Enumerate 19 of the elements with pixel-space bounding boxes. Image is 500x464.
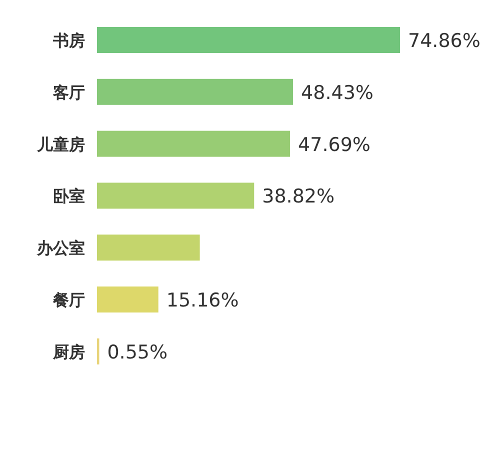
data-label: 38.82% <box>262 186 335 208</box>
data-label: 15.16% <box>166 290 239 312</box>
data-label: 0.55% <box>107 341 168 364</box>
bar <box>97 234 200 261</box>
data-label: 47.69% <box>298 134 370 156</box>
bar <box>97 27 400 53</box>
y-tick-label: 厨房 <box>52 342 85 362</box>
y-tick-label: 客厅 <box>52 82 85 102</box>
bar <box>97 182 254 209</box>
bar <box>97 78 294 105</box>
bar <box>97 130 290 157</box>
y-tick-label: 书房 <box>52 31 85 50</box>
bar <box>97 286 158 312</box>
y-tick-label: 卧室 <box>53 186 85 206</box>
y-tick-label: 办公室 <box>36 238 85 258</box>
data-label: 48.43% <box>301 82 374 104</box>
y-tick-label: 餐厅 <box>52 290 85 310</box>
data-label: 74.86% <box>408 30 480 52</box>
y-tick-label: 儿童房 <box>36 134 85 154</box>
